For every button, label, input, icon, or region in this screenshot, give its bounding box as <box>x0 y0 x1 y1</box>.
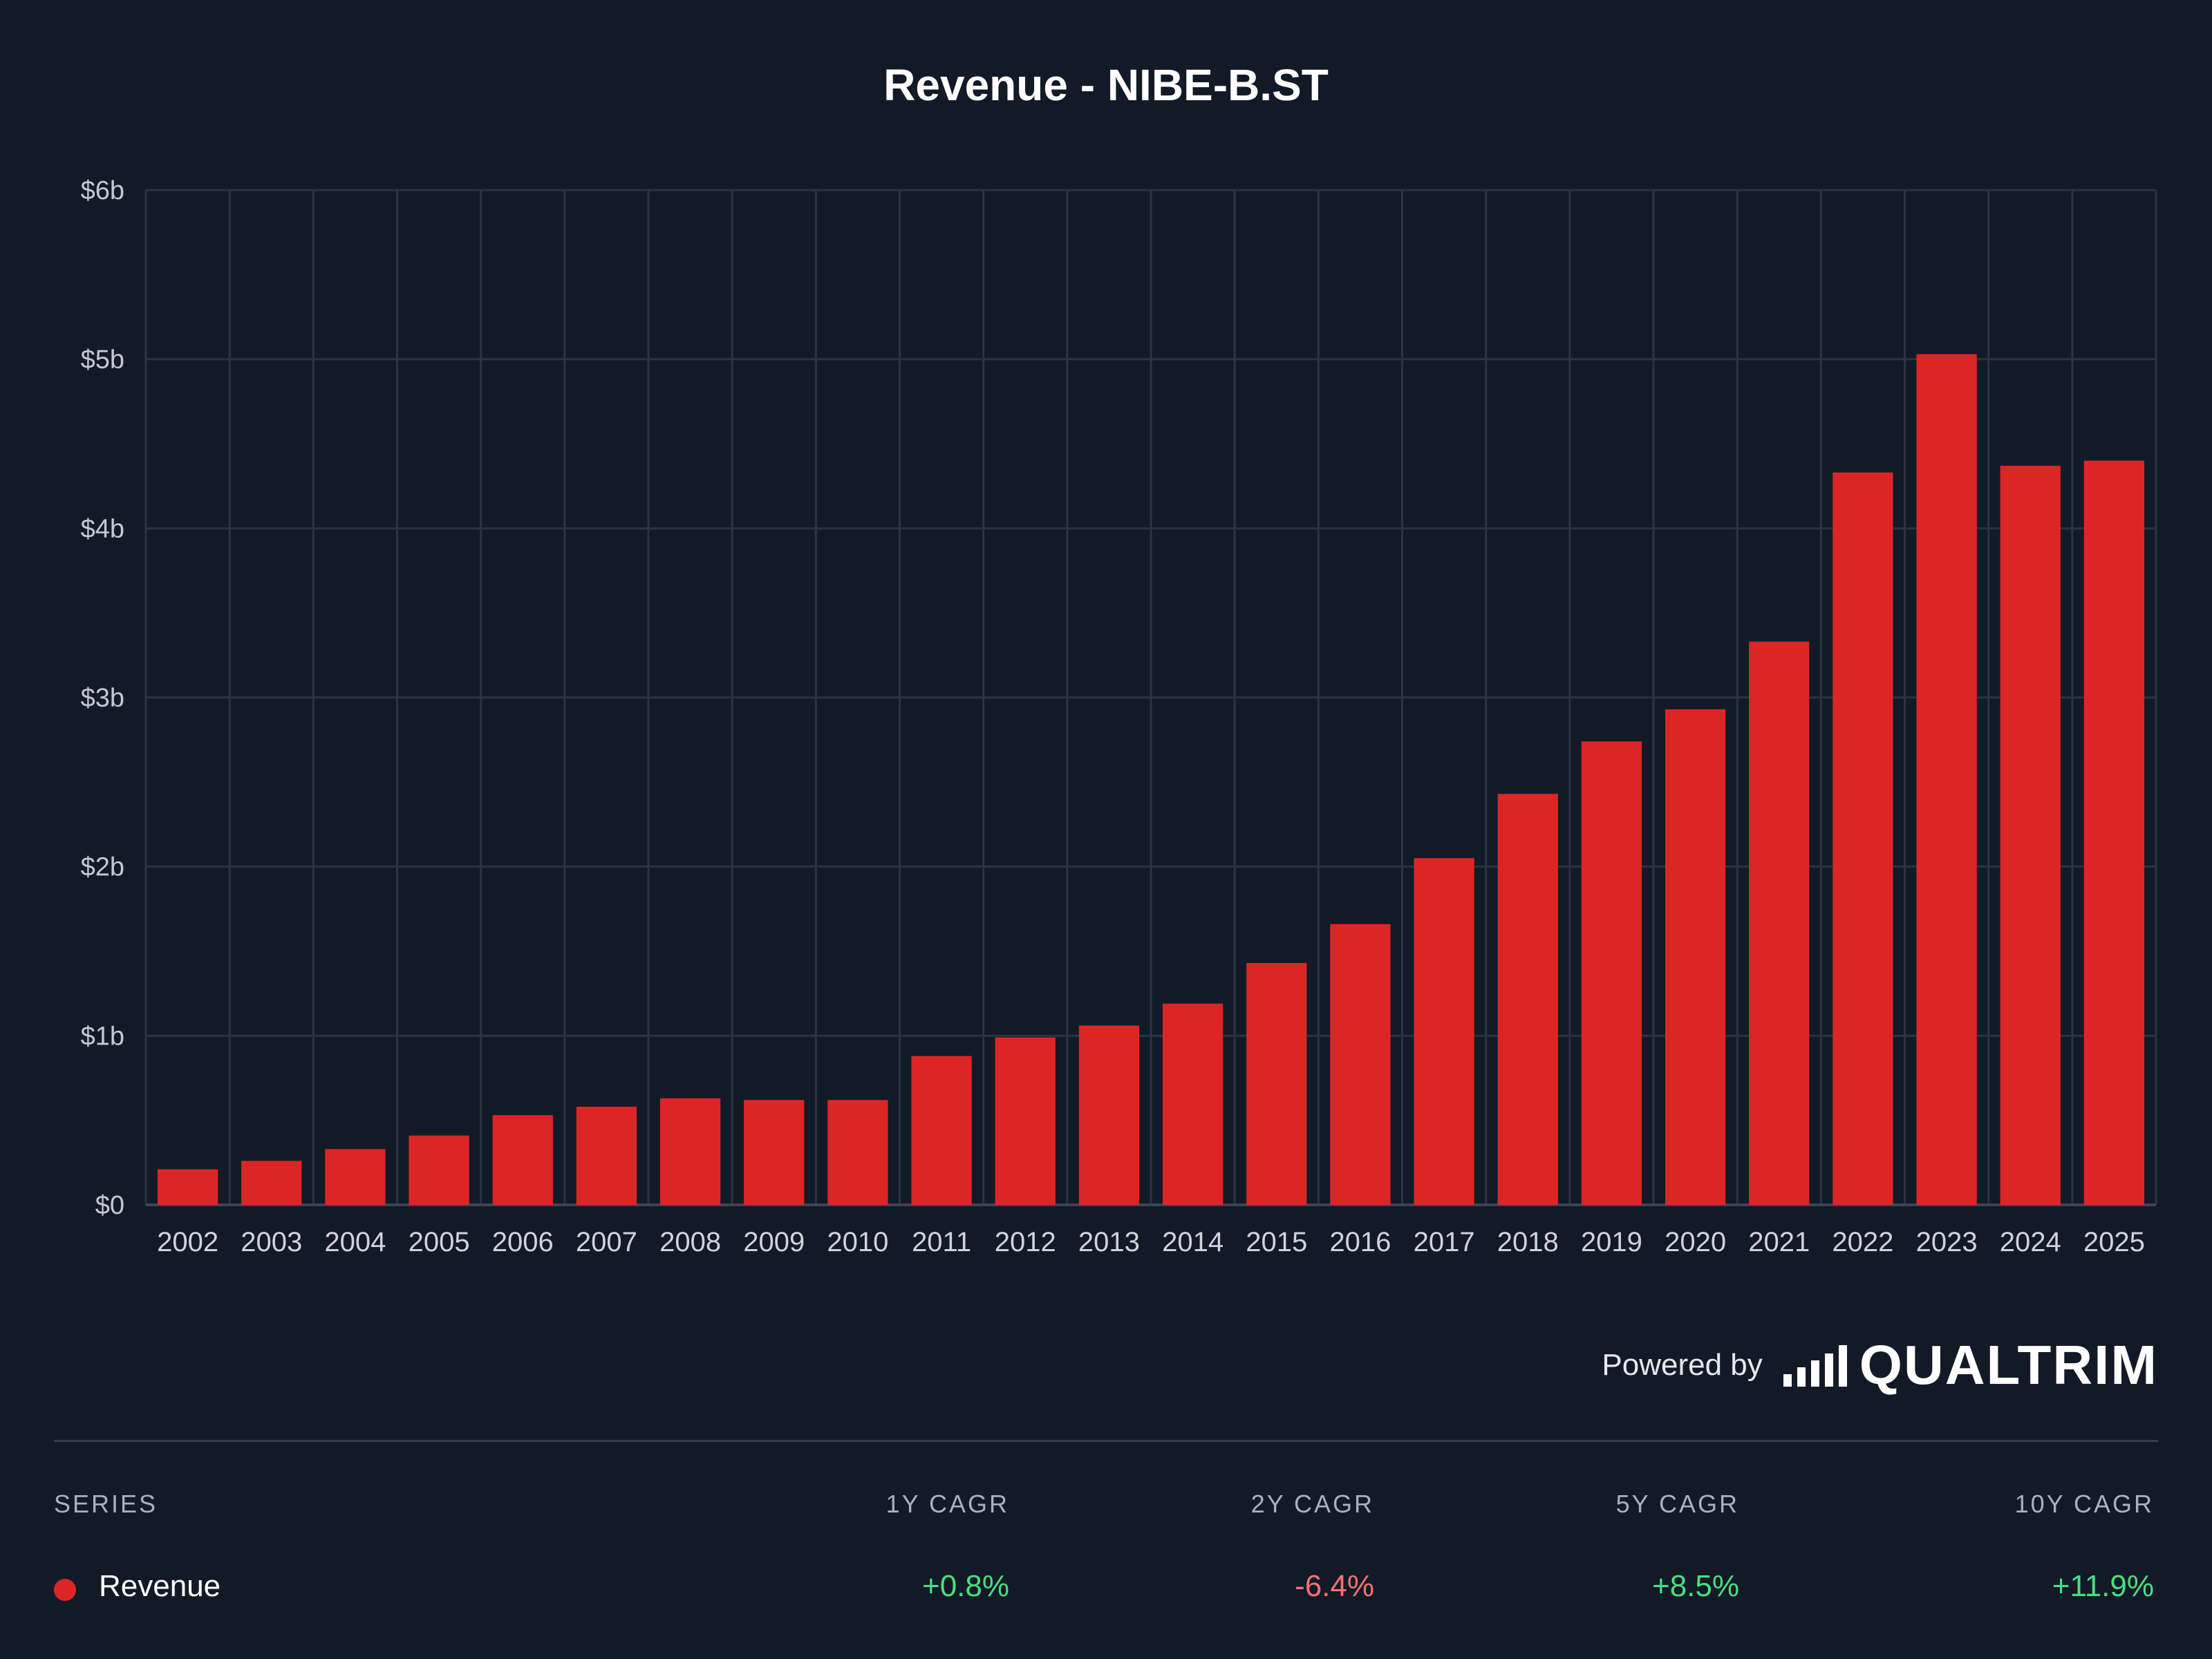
bar-2017[interactable] <box>1414 858 1474 1205</box>
y-tick-label: $1b <box>81 1022 124 1051</box>
x-tick-label: 2008 <box>659 1227 721 1257</box>
x-tick-label: 2003 <box>241 1227 302 1257</box>
x-tick-label: 2025 <box>2083 1227 2145 1257</box>
bar-2016[interactable] <box>1330 924 1391 1205</box>
y-axis-labels: $0 $1b $2b $3b $4b $5b $6b <box>81 176 124 1220</box>
bar-2002[interactable] <box>157 1169 218 1205</box>
bar-2025[interactable] <box>2083 460 2145 1205</box>
y-tick-label: $6b <box>81 176 124 205</box>
series-name: Revenue <box>99 1569 221 1603</box>
bars-layer <box>157 354 2145 1206</box>
bar-2024[interactable] <box>2000 465 2061 1205</box>
x-tick-label: 2020 <box>1665 1227 1726 1257</box>
bar-2015[interactable] <box>1246 963 1307 1205</box>
qualtrim-logo: QUALTRIM <box>1783 1338 2158 1393</box>
cagr-2y-value: -6.4% <box>1295 1569 1374 1603</box>
y-tick-label: $3b <box>81 684 124 713</box>
bar-2019[interactable] <box>1581 741 1642 1205</box>
y-tick-label: $0 <box>95 1191 124 1220</box>
bar-2012[interactable] <box>995 1037 1056 1205</box>
y-tick-label: $2b <box>81 853 124 882</box>
bar-2021[interactable] <box>1749 641 1810 1205</box>
x-tick-label: 2017 <box>1414 1227 1475 1257</box>
x-tick-label: 2002 <box>157 1227 218 1257</box>
bar-2010[interactable] <box>827 1100 888 1205</box>
x-tick-label: 2010 <box>827 1227 888 1257</box>
y-tick-label: $4b <box>81 514 124 543</box>
x-tick-label: 2007 <box>576 1227 637 1257</box>
bar-2004[interactable] <box>325 1149 386 1205</box>
x-tick-label: 2016 <box>1329 1227 1391 1257</box>
bar-2009[interactable] <box>744 1100 805 1205</box>
x-tick-label: 2005 <box>409 1227 470 1257</box>
x-tick-label: 2011 <box>912 1227 971 1257</box>
x-tick-label: 2018 <box>1497 1227 1559 1257</box>
bar-2011[interactable] <box>911 1056 972 1205</box>
x-tick-label: 2009 <box>743 1227 805 1257</box>
bar-2003[interactable] <box>241 1161 302 1205</box>
bar-2023[interactable] <box>1916 354 1977 1205</box>
bar-chart-logo-icon <box>1783 1345 1847 1387</box>
x-tick-label: 2015 <box>1246 1227 1307 1257</box>
x-tick-label: 2023 <box>1916 1227 1978 1257</box>
header-10y-cagr: 10Y CAGR <box>2014 1490 2154 1518</box>
cagr-1y-value: +0.8% <box>922 1569 1009 1603</box>
y-tick-label: $5b <box>81 346 124 375</box>
header-5y-cagr: 5Y CAGR <box>1615 1490 1739 1518</box>
bar-2022[interactable] <box>1833 472 1893 1206</box>
grid-layer <box>144 189 2157 1206</box>
x-tick-label: 2019 <box>1581 1227 1642 1257</box>
cagr-10y-value: +11.9% <box>2052 1569 2154 1603</box>
series-color-dot <box>54 1579 76 1601</box>
chart-title: Revenue - NIBE-B.ST <box>883 60 1329 110</box>
x-tick-label: 2022 <box>1832 1227 1893 1257</box>
x-tick-label: 2004 <box>324 1227 386 1257</box>
divider <box>54 1440 2158 1442</box>
bar-2007[interactable] <box>576 1107 637 1205</box>
bar-2018[interactable] <box>1497 794 1558 1205</box>
x-axis-labels: 2002 2003 2004 2005 2006 2007 2008 2009 2010 2011… <box>157 1227 2145 1257</box>
brand-name: QUALTRIM <box>1859 1334 2158 1396</box>
header-series: SERIES <box>54 1490 158 1518</box>
x-tick-label: 2006 <box>492 1227 554 1257</box>
x-tick-label: 2024 <box>2000 1227 2061 1257</box>
header-2y-cagr: 2Y CAGR <box>1250 1490 1374 1518</box>
powered-by-badge[interactable]: Powered by QUALTRIM <box>1602 1338 2158 1393</box>
bar-2008[interactable] <box>659 1098 721 1205</box>
bar-2013[interactable] <box>1078 1025 1140 1205</box>
x-tick-label: 2013 <box>1078 1227 1140 1257</box>
x-tick-label: 2012 <box>995 1227 1056 1257</box>
x-tick-label: 2014 <box>1162 1227 1224 1257</box>
header-1y-cagr: 1Y CAGR <box>885 1490 1009 1518</box>
powered-by-text: Powered by <box>1602 1348 1763 1382</box>
bar-2020[interactable] <box>1665 709 1726 1205</box>
bar-2005[interactable] <box>409 1135 469 1205</box>
bar-2006[interactable] <box>492 1115 553 1205</box>
x-tick-label: 2021 <box>1748 1227 1810 1257</box>
cagr-5y-value: +8.5% <box>1652 1569 1739 1603</box>
bar-2014[interactable] <box>1162 1003 1224 1205</box>
